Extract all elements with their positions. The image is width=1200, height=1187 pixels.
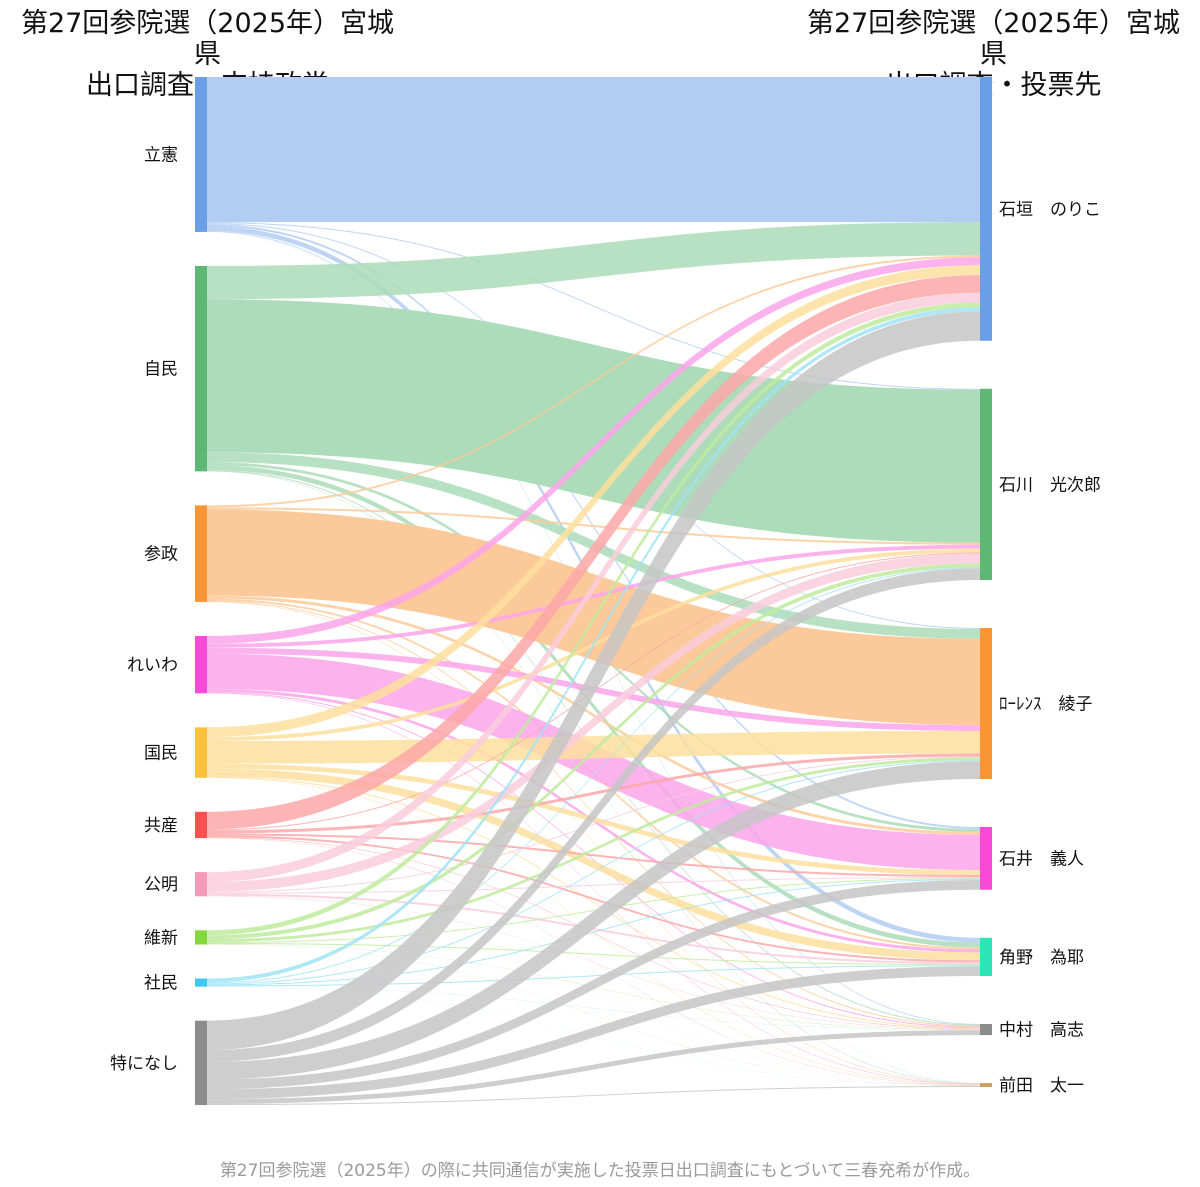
flow-4-4 xyxy=(207,768,980,961)
target-node-6 xyxy=(980,1083,992,1088)
source-node-3 xyxy=(195,635,207,694)
flow-7-6 xyxy=(207,944,980,1086)
right-title-line1: 第27回参院選（2025年）宮城県 xyxy=(806,8,1181,70)
flow-6-5 xyxy=(207,895,980,1030)
flow-7-4 xyxy=(207,943,980,966)
flow-5-0 xyxy=(207,275,980,830)
flow-4-6 xyxy=(207,777,980,1086)
flow-3-1 xyxy=(207,544,980,648)
flow-8-0 xyxy=(207,307,980,983)
flow-4-0 xyxy=(207,265,980,738)
flow-8-4 xyxy=(207,965,980,987)
source-node-9 xyxy=(195,1020,207,1105)
flow-6-0 xyxy=(207,292,980,882)
left-title-line1: 第27回参院選（2025年）宮城県 xyxy=(20,8,395,70)
target-label-2: ﾛｰﾚﾝｽ 綾子 xyxy=(999,694,1093,714)
flow-3-5 xyxy=(207,691,980,1028)
target-label-0: 石垣 のりこ xyxy=(999,200,1101,220)
source-node-0 xyxy=(195,77,207,232)
source-node-7 xyxy=(195,930,207,945)
flow-6-2 xyxy=(207,756,980,893)
source-node-4 xyxy=(195,727,207,778)
source-label-9: 特になし xyxy=(110,1054,178,1074)
source-caption: 第27回参院選（2025年）の際に共同通信が実施した投票日出口調査にもとづいて三… xyxy=(219,1161,981,1181)
source-label-5: 共産 xyxy=(144,816,178,836)
flow-1-1 xyxy=(207,299,980,543)
flow-5-3 xyxy=(207,833,980,878)
target-node-3 xyxy=(980,826,992,890)
flow-2-3 xyxy=(207,595,980,835)
flow-9-4 xyxy=(207,966,980,1100)
flow-9-3 xyxy=(207,879,980,1090)
flow-8-2 xyxy=(207,760,980,985)
flow-8-5 xyxy=(207,986,980,1031)
flow-3-0 xyxy=(207,257,980,644)
source-node-1 xyxy=(195,265,207,472)
source-node-5 xyxy=(195,811,207,839)
source-label-8: 社民 xyxy=(144,974,178,994)
flow-9-6 xyxy=(207,1086,980,1105)
sankey-links xyxy=(207,77,980,1105)
flow-6-1 xyxy=(207,553,980,892)
flow-2-6 xyxy=(207,601,980,1085)
source-label-2: 参政 xyxy=(144,545,178,565)
flow-7-1 xyxy=(207,563,980,940)
flow-5-5 xyxy=(207,837,980,1030)
sankey-nodes xyxy=(195,77,992,1105)
target-label-6: 前田 太一 xyxy=(999,1076,1084,1096)
target-label-4: 角野 為耶 xyxy=(999,948,1084,968)
flow-7-3 xyxy=(207,877,980,944)
source-label-3: れいわ xyxy=(127,656,178,676)
flow-9-2 xyxy=(207,761,980,1080)
flow-3-6 xyxy=(207,692,980,1085)
flow-6-3 xyxy=(207,877,980,894)
flow-5-4 xyxy=(207,835,980,963)
source-label-4: 国民 xyxy=(144,744,178,764)
source-node-8 xyxy=(195,978,207,987)
flow-9-1 xyxy=(207,568,980,1062)
right-title: 第27回参院選（2025年）宮城県 出口調査・投票先 xyxy=(806,8,1181,101)
flow-0-0 xyxy=(207,77,980,223)
target-label-1: 石川 光次郎 xyxy=(999,475,1101,495)
flow-8-3 xyxy=(207,878,980,986)
flow-5-2 xyxy=(207,753,980,834)
flow-5-6 xyxy=(207,837,980,1086)
source-label-6: 公明 xyxy=(144,875,178,895)
flow-0-1 xyxy=(207,222,980,390)
flow-8-1 xyxy=(207,567,980,984)
target-label-3: 石井 義人 xyxy=(999,849,1084,869)
flow-7-0 xyxy=(207,302,980,936)
flow-1-4 xyxy=(207,464,980,948)
flow-7-2 xyxy=(207,757,980,943)
target-label-5: 中村 高志 xyxy=(999,1021,1084,1041)
flow-6-6 xyxy=(207,896,980,1086)
target-node-0 xyxy=(980,77,992,341)
target-node-4 xyxy=(980,937,992,976)
flow-3-3 xyxy=(207,653,980,871)
flow-9-0 xyxy=(207,311,980,1051)
flow-2-0 xyxy=(207,255,980,508)
target-node-1 xyxy=(980,388,992,580)
flow-2-1 xyxy=(207,507,980,545)
source-node-6 xyxy=(195,872,207,897)
source-label-0: 立憲 xyxy=(144,144,178,165)
flow-9-5 xyxy=(207,1030,980,1105)
source-label-7: 維新 xyxy=(144,928,178,948)
flow-1-0 xyxy=(207,222,980,300)
source-label-1: 自民 xyxy=(144,360,178,380)
target-node-5 xyxy=(980,1023,992,1036)
flow-4-5 xyxy=(207,776,980,1029)
target-node-2 xyxy=(980,627,992,779)
source-node-2 xyxy=(195,505,207,602)
